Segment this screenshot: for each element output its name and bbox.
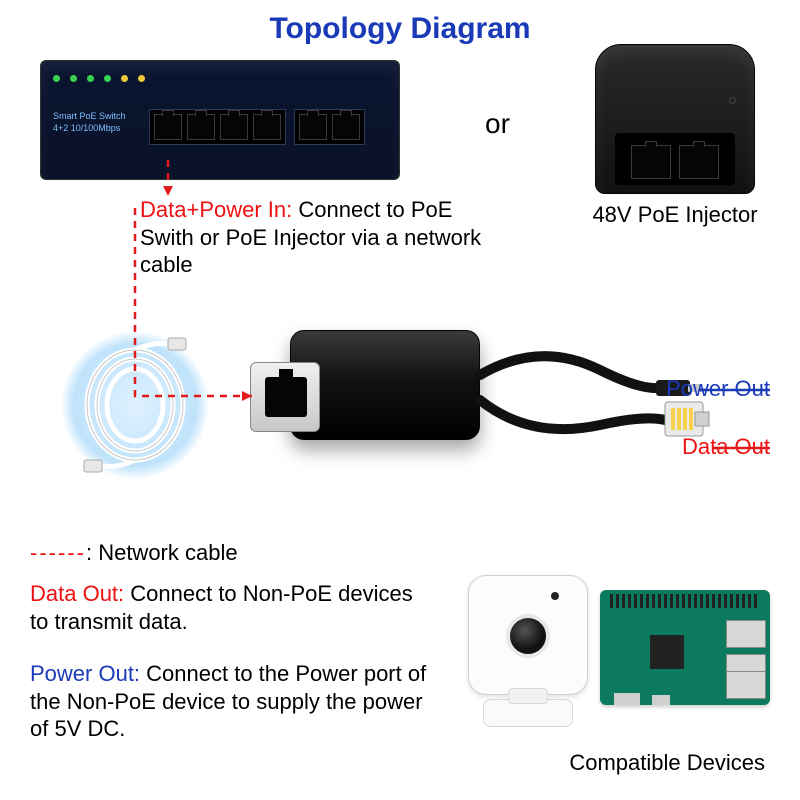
poe-switch-device: Smart PoE Switch 4+2 10/100Mbps (40, 60, 400, 180)
camera-stand (483, 699, 573, 727)
injector-caption: 48V PoE Injector (590, 202, 760, 228)
pi-soc-chip-icon (650, 635, 684, 669)
led-power-icon (53, 75, 60, 82)
power-out-heading: Power Out: (30, 661, 140, 686)
led-link4-icon (121, 75, 128, 82)
camera-sensor-icon (551, 592, 559, 600)
pi-ethernet-port-icon (726, 671, 766, 699)
switch-ports (149, 109, 365, 145)
or-label: or (485, 108, 510, 140)
led-link5-icon (138, 75, 145, 82)
data-out-heading: Data Out: (30, 581, 124, 606)
poe-splitter-device (250, 330, 480, 470)
camera-lens-icon (506, 614, 550, 658)
switch-model-line2: 4+2 10/100Mbps (53, 123, 126, 135)
led-link3-icon (104, 75, 111, 82)
injector-port-area (615, 133, 735, 185)
raspberry-pi-device (600, 590, 770, 705)
network-cable-legend: ------: Network cable (30, 540, 238, 566)
poe-switch-body: Smart PoE Switch 4+2 10/100Mbps (40, 60, 400, 180)
data-out-text: Data Out: Connect to Non-PoE devices to … (30, 580, 430, 635)
splitter-output-cables (470, 330, 760, 490)
camera-body (468, 575, 588, 695)
data-out-label: Data Out (682, 434, 770, 460)
rj45-port-icon (332, 114, 360, 140)
injector-body: Data In Data & Power Out (595, 44, 755, 194)
switch-model-label: Smart PoE Switch 4+2 10/100Mbps (53, 111, 126, 134)
rj45-port-icon (154, 114, 182, 140)
switch-led-row (53, 75, 145, 82)
pi-hdmi-port-icon (614, 693, 640, 705)
rj45-port-icon (187, 114, 215, 140)
poe-injector-device: Data In Data & Power Out 48V PoE Injecto… (590, 44, 760, 228)
rj45-port-icon (679, 145, 719, 179)
datapower-in-heading: Data+Power In: (140, 197, 292, 222)
rj45-port-icon (253, 114, 281, 140)
splitter-input-port-icon (250, 362, 320, 432)
compatible-devices-caption: Compatible Devices (569, 750, 765, 776)
network-cable-coil (60, 330, 210, 480)
led-link2-icon (87, 75, 94, 82)
datapower-in-text: Data+Power In: Connect to PoE Swith or P… (140, 196, 510, 279)
usb-port-icon (726, 620, 766, 648)
rj45-port-icon (631, 145, 671, 179)
legend-dashes: ------ (30, 540, 86, 565)
cable-coil-icon (60, 330, 210, 480)
switch-port-group-uplink (294, 109, 365, 145)
rj45-port-icon (299, 114, 327, 140)
rj45-port-icon (220, 114, 248, 140)
injector-led-icon (729, 97, 736, 104)
legend-label: : Network cable (86, 540, 238, 565)
page-title: Topology Diagram (269, 12, 530, 46)
switch-port-group-poe (149, 109, 286, 145)
ip-camera-device (465, 575, 590, 735)
pi-microusb-port-icon (652, 695, 670, 705)
led-link1-icon (70, 75, 77, 82)
pi-gpio-header-icon (610, 594, 760, 608)
power-out-text: Power Out: Connect to the Power port of … (30, 660, 430, 743)
power-out-label: Power Out (666, 376, 770, 402)
switch-model-line1: Smart PoE Switch (53, 111, 126, 123)
